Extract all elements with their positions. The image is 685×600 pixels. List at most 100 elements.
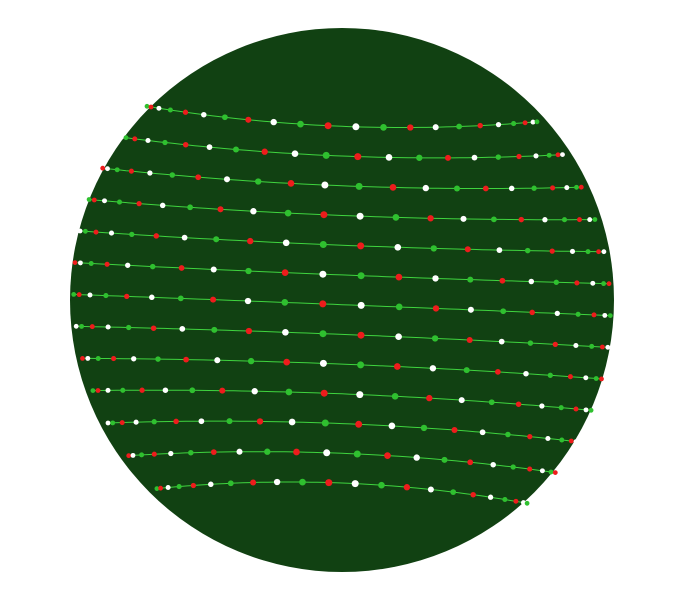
string-light	[285, 388, 293, 396]
string-light	[319, 330, 327, 338]
string-light	[407, 124, 414, 131]
string-light	[210, 266, 217, 273]
string-light	[413, 454, 420, 461]
string-light	[169, 172, 176, 178]
string-light	[86, 197, 92, 202]
string-light	[291, 150, 299, 158]
string-light	[129, 231, 135, 238]
string-light	[568, 438, 574, 444]
string-light	[217, 206, 224, 213]
string-light	[319, 270, 327, 278]
string-light	[427, 215, 434, 222]
string-light	[87, 292, 93, 298]
string-light	[542, 217, 548, 223]
string-light	[352, 123, 360, 131]
string-light	[561, 217, 568, 223]
string-light	[559, 437, 565, 443]
string-light	[177, 295, 184, 302]
string-light	[574, 184, 579, 190]
string-light	[441, 456, 448, 463]
string-light	[357, 242, 365, 250]
string-light	[222, 114, 228, 121]
string-light	[495, 121, 502, 128]
string-light	[482, 185, 489, 192]
string-light	[432, 124, 439, 131]
string-light	[250, 208, 257, 215]
string-light	[104, 261, 110, 267]
string-light	[123, 135, 129, 141]
string-light	[119, 134, 124, 140]
string-light	[245, 327, 253, 335]
string-light	[403, 484, 411, 491]
string-light	[539, 468, 545, 474]
string-light	[167, 107, 173, 113]
string-light	[593, 376, 599, 381]
string-light	[270, 118, 277, 126]
string-light	[531, 185, 537, 191]
string-light	[156, 105, 162, 111]
string-light	[79, 323, 85, 329]
string-light	[391, 392, 399, 400]
string-light	[264, 448, 271, 455]
string-light	[515, 401, 522, 407]
string-light	[357, 361, 365, 369]
string-light	[247, 237, 254, 245]
string-light	[467, 459, 474, 466]
light-strand	[146, 105, 538, 128]
string-light	[573, 406, 579, 412]
string-light	[510, 464, 516, 470]
string-light	[245, 116, 252, 123]
string-light	[190, 482, 197, 489]
string-light	[72, 260, 78, 265]
string-light	[95, 388, 101, 393]
string-light	[120, 387, 126, 393]
string-light	[255, 178, 262, 185]
string-light	[513, 498, 519, 504]
light-strand	[120, 136, 564, 159]
string-light	[431, 335, 439, 342]
string-light	[324, 122, 332, 130]
string-light	[181, 234, 188, 241]
string-light	[273, 478, 281, 486]
string-light	[145, 137, 151, 144]
string-light	[534, 119, 540, 125]
string-light	[119, 420, 125, 426]
string-light	[422, 184, 429, 192]
string-light	[477, 122, 483, 129]
string-light	[560, 152, 565, 158]
string-light	[546, 152, 552, 158]
string-light	[430, 245, 437, 252]
string-light	[110, 420, 116, 426]
string-light	[126, 453, 132, 459]
string-light	[467, 276, 474, 283]
string-light	[429, 365, 437, 372]
string-light	[210, 296, 217, 303]
string-light	[73, 323, 79, 329]
string-light	[323, 449, 331, 457]
string-light	[456, 123, 462, 130]
string-light	[151, 451, 157, 457]
string-light	[555, 152, 561, 158]
string-light	[247, 357, 255, 365]
string-light	[592, 217, 598, 222]
string-light	[451, 426, 458, 434]
string-light	[187, 204, 193, 211]
string-light	[599, 376, 604, 382]
string-light	[173, 418, 179, 425]
string-light	[590, 280, 596, 286]
string-light	[356, 391, 364, 399]
string-light	[321, 419, 329, 427]
string-light	[214, 357, 221, 364]
string-light	[105, 387, 111, 393]
light-strand	[128, 451, 556, 474]
string-light	[281, 269, 289, 276]
string-light	[523, 370, 529, 377]
string-light	[88, 261, 94, 266]
light-strand	[81, 357, 603, 380]
string-light	[573, 439, 579, 444]
string-light	[179, 326, 186, 332]
string-light	[210, 449, 217, 455]
string-light	[577, 217, 582, 223]
string-light	[599, 344, 605, 350]
string-light	[319, 300, 327, 308]
